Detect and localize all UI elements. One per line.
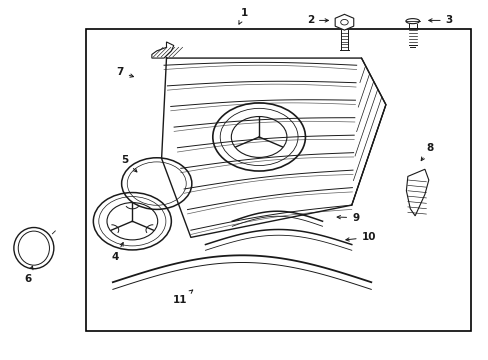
Text: 10: 10 bbox=[345, 232, 375, 242]
Text: 7: 7 bbox=[116, 67, 133, 77]
Text: 3: 3 bbox=[428, 15, 452, 26]
Text: 1: 1 bbox=[239, 8, 247, 24]
Text: 6: 6 bbox=[24, 266, 33, 284]
Text: 11: 11 bbox=[173, 290, 192, 305]
Polygon shape bbox=[334, 14, 353, 30]
Ellipse shape bbox=[405, 19, 419, 24]
Text: 5: 5 bbox=[121, 155, 137, 172]
Polygon shape bbox=[406, 169, 428, 216]
Text: 9: 9 bbox=[336, 213, 359, 222]
Text: 4: 4 bbox=[111, 243, 123, 262]
Polygon shape bbox=[152, 42, 173, 58]
Text: 8: 8 bbox=[420, 143, 432, 161]
Text: 2: 2 bbox=[306, 15, 328, 26]
Bar bbox=[86, 30, 470, 330]
